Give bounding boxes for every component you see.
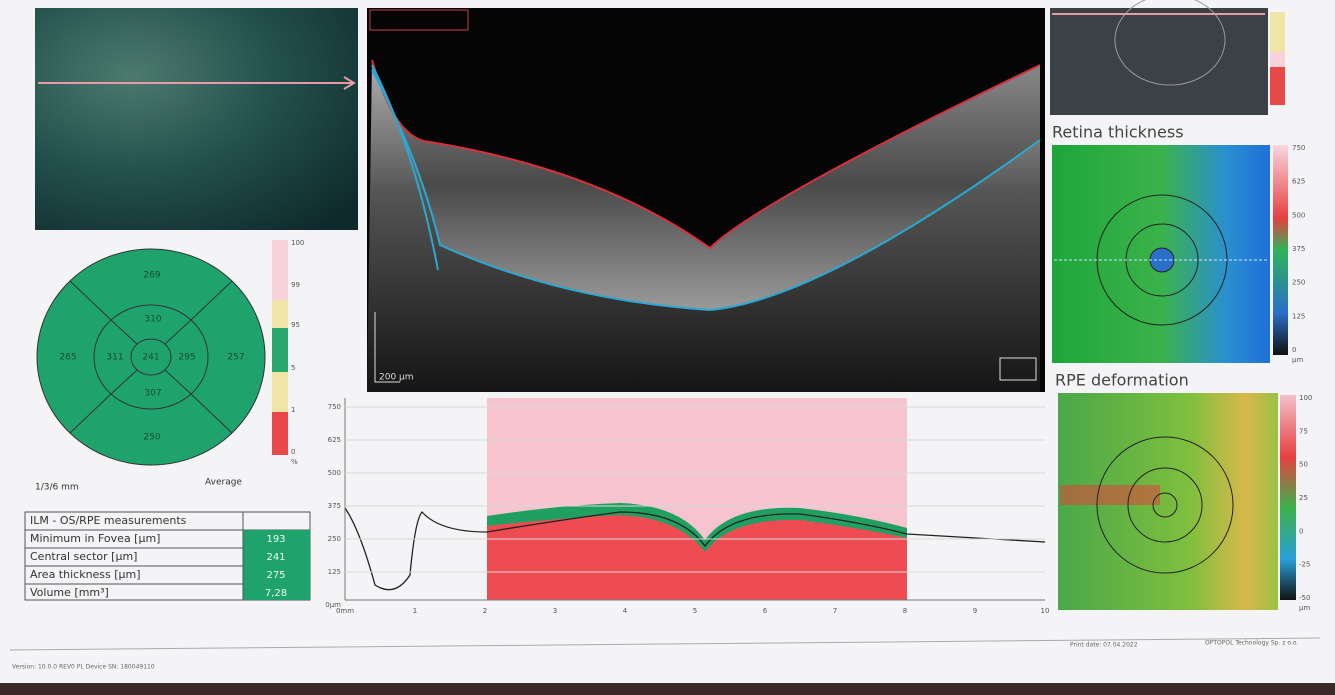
sector-value: 310 [144, 315, 161, 325]
scale-label: 0 [1299, 527, 1303, 535]
sector-value: 307 [144, 389, 161, 399]
footer-text: Version: 10.0.0 REV0 PL Device SN: 18004… [12, 664, 155, 671]
normative-scale [272, 240, 288, 455]
thickness-map [1052, 145, 1270, 363]
scale-label: 250 [1292, 279, 1305, 287]
x-tick-label: 7 [833, 607, 837, 615]
fundus-thumb [1050, 8, 1268, 115]
map-title: Retina thickness [1052, 123, 1184, 142]
scale-label: 200 µm [379, 373, 414, 383]
scale-label: 100 [291, 239, 304, 247]
scale-label: µm [1292, 356, 1303, 364]
row-value: 241 [266, 552, 285, 563]
print-date: Print date: 07.04.2022 [1070, 642, 1138, 649]
x-tick-label: 10 [1041, 607, 1050, 615]
row-label: Minimum in Fovea [µm] [30, 532, 160, 545]
scale-label: 500 [1292, 211, 1305, 219]
sector-value: 295 [178, 353, 195, 363]
color-bar [1280, 395, 1296, 600]
scale-label: 1 [291, 406, 295, 414]
company: OPTOPOL Technology Sp. z o.o. [1205, 640, 1298, 647]
scale-label: 100 [1299, 394, 1312, 402]
row-label: Area thickness [µm] [30, 568, 141, 581]
x-tick-label: 3 [553, 607, 557, 615]
x-tick-label: 8 [903, 607, 907, 615]
scale-label: 25 [1299, 494, 1308, 502]
sector-value: 257 [227, 353, 244, 363]
scale-label: % [291, 458, 298, 466]
sector-value: 265 [59, 353, 76, 363]
y-tick-label: 625 [328, 436, 341, 444]
scale-label: 125 [1292, 312, 1305, 320]
rpe-map [1058, 393, 1278, 610]
y-tick-label: 500 [328, 469, 341, 477]
table-title: ILM - OS/RPE measurements [30, 514, 187, 527]
row-value: 193 [266, 534, 285, 545]
scale-label: 0 [1292, 346, 1296, 354]
scale-label: -25 [1299, 561, 1310, 569]
scale-label: 99 [291, 281, 300, 289]
x-tick-label: 2 [483, 607, 487, 615]
scale-label: 375 [1292, 245, 1305, 253]
scale-label: 5 [291, 364, 295, 372]
diameters: 1/3/6 mm [35, 483, 79, 493]
scale-label: 75 [1299, 427, 1308, 435]
table-edge [0, 683, 1335, 695]
row-value: 7,28 [265, 588, 287, 599]
scale-label: -50 [1299, 594, 1310, 602]
bscan-image [367, 8, 1045, 392]
row-value: 275 [266, 570, 285, 581]
map-title: RPE deformation [1055, 371, 1189, 390]
fundus-image [35, 8, 358, 230]
sector-value: 250 [143, 433, 160, 443]
scale-label: 750 [1292, 144, 1305, 152]
x-tick-label: 9 [973, 607, 977, 615]
y-tick-label: 750 [328, 403, 341, 411]
scale-label: µm [1299, 604, 1310, 612]
sector-value: 311 [106, 353, 123, 363]
x-tick-label: 6 [763, 607, 768, 615]
scale-label: 95 [291, 321, 300, 329]
x-tick-label: 5 [693, 607, 697, 615]
x-tick-label: 1 [413, 607, 417, 615]
report: 269 265 257 250 310 311 295 307 241 1009… [0, 0, 1335, 695]
sector-map: 269 265 257 250 310 311 295 307 241 [37, 249, 265, 465]
row-label: Central sector [µm] [30, 550, 137, 563]
scale-label: 50 [1299, 461, 1308, 469]
color-bar [1273, 145, 1288, 355]
x-tick-label: 4 [623, 607, 628, 615]
x-tick-label: 0mm [336, 607, 354, 615]
mode: Average [205, 478, 242, 488]
probability-scale [1270, 12, 1285, 105]
scale-label: 0 [291, 448, 295, 456]
row-label: Volume [mm³] [30, 586, 109, 599]
sector-value: 269 [143, 271, 160, 281]
y-tick-label: 375 [328, 502, 341, 510]
y-tick-label: 250 [328, 535, 341, 543]
scale-label: 625 [1292, 178, 1305, 186]
sector-value: 241 [142, 353, 159, 363]
y-tick-label: 125 [328, 568, 341, 576]
